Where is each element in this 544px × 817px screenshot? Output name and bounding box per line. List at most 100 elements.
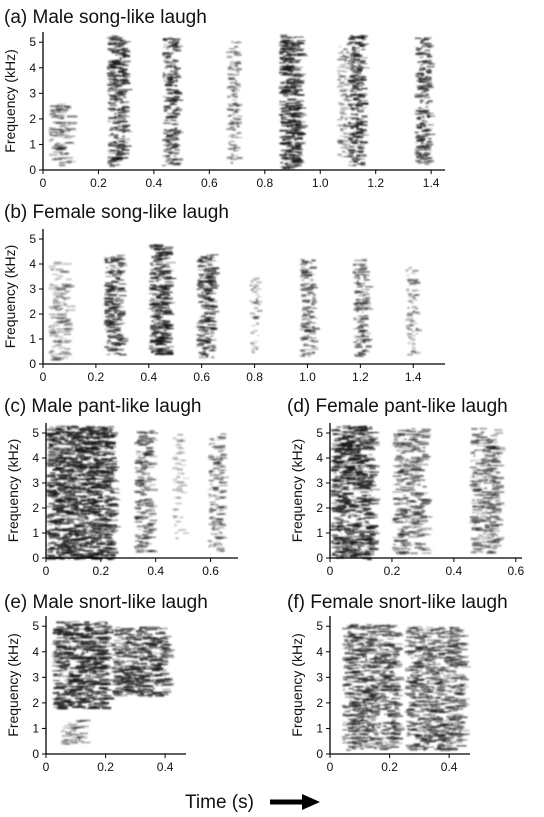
spectral-streak bbox=[58, 434, 67, 437]
spectral-streak bbox=[425, 93, 429, 96]
sound-burst bbox=[278, 34, 308, 170]
spectral-streak bbox=[174, 137, 178, 140]
spectral-streak bbox=[356, 68, 363, 70]
spectral-streak bbox=[141, 537, 149, 540]
spectral-streak bbox=[134, 506, 141, 509]
spectral-streak bbox=[118, 279, 124, 281]
spectral-streak bbox=[158, 244, 164, 247]
spectral-streak bbox=[85, 545, 92, 548]
spectral-streak bbox=[136, 440, 146, 443]
spectral-streak bbox=[176, 46, 180, 48]
spectral-streak bbox=[153, 268, 157, 271]
spectral-streak bbox=[149, 347, 158, 350]
spectral-streak bbox=[416, 139, 421, 142]
spectral-streak bbox=[118, 319, 123, 321]
spectral-streak bbox=[211, 327, 216, 329]
spectral-streak bbox=[146, 447, 153, 450]
spectral-streak bbox=[230, 134, 234, 136]
spectral-streak bbox=[154, 259, 162, 262]
spectral-streak bbox=[418, 78, 426, 80]
spectral-streak bbox=[158, 254, 168, 257]
spectral-streak bbox=[54, 158, 62, 161]
spectral-streak bbox=[50, 105, 59, 107]
spectral-streak bbox=[110, 258, 119, 261]
spectral-streak bbox=[148, 348, 153, 350]
spectral-streak bbox=[74, 506, 79, 508]
spectral-streak bbox=[209, 473, 217, 477]
spectral-streak bbox=[282, 41, 287, 44]
spectral-streak bbox=[347, 482, 356, 485]
spectral-streak bbox=[424, 85, 428, 87]
spectral-streak bbox=[172, 59, 177, 62]
spectral-streak bbox=[342, 536, 351, 538]
spectral-streak bbox=[116, 147, 126, 150]
spectral-streak bbox=[174, 120, 178, 122]
spectral-streak bbox=[172, 489, 178, 491]
sound-burst bbox=[103, 254, 129, 356]
spectral-streak bbox=[364, 446, 373, 449]
spectral-streak bbox=[406, 289, 410, 292]
spectral-streak bbox=[212, 267, 220, 270]
spectral-streak bbox=[219, 484, 228, 487]
spectral-streak bbox=[206, 254, 213, 257]
spectral-streak bbox=[149, 525, 154, 528]
spectral-streak bbox=[360, 427, 364, 429]
spectral-streak bbox=[349, 36, 354, 39]
spectral-streak bbox=[143, 517, 149, 519]
spectral-streak bbox=[87, 552, 95, 555]
spectral-streak bbox=[66, 161, 72, 164]
spectral-streak bbox=[104, 322, 113, 325]
spectral-streak bbox=[107, 37, 117, 39]
spectral-streak bbox=[100, 442, 106, 444]
spectral-streak bbox=[409, 282, 413, 284]
spectral-streak bbox=[121, 91, 125, 94]
spectral-streak bbox=[135, 471, 144, 474]
spectral-streak bbox=[361, 124, 368, 127]
spectral-streak bbox=[52, 507, 64, 511]
spectral-streak bbox=[175, 158, 183, 161]
spectral-streak bbox=[281, 107, 288, 110]
spectral-streak bbox=[290, 122, 294, 125]
spectral-streak bbox=[49, 495, 52, 497]
spectral-streak bbox=[114, 342, 117, 344]
spectral-streak bbox=[119, 79, 129, 82]
spectral-streak bbox=[49, 550, 54, 553]
spectral-streak bbox=[165, 157, 171, 159]
spectral-streak bbox=[428, 76, 432, 79]
spectral-streak bbox=[141, 546, 148, 548]
spectral-streak bbox=[122, 62, 127, 64]
spectral-streak bbox=[359, 329, 366, 332]
spectral-streak bbox=[96, 459, 107, 462]
spectral-streak bbox=[282, 167, 291, 170]
spectral-streak bbox=[104, 261, 113, 264]
spectral-streak bbox=[423, 42, 431, 45]
spectral-streak bbox=[208, 350, 215, 352]
spectral-streak bbox=[110, 492, 120, 494]
spectral-streak bbox=[219, 465, 225, 467]
spectral-streak bbox=[343, 450, 348, 453]
spectral-streak bbox=[108, 307, 111, 310]
spectral-streak bbox=[295, 94, 305, 96]
spectral-streak bbox=[350, 67, 355, 69]
spectral-streak bbox=[53, 478, 57, 480]
sound-burst bbox=[162, 37, 184, 167]
spectral-streak bbox=[343, 59, 348, 61]
spectral-streak bbox=[199, 264, 202, 267]
spectral-streak bbox=[295, 104, 303, 106]
spectral-streak bbox=[69, 550, 78, 552]
spectral-streak bbox=[74, 525, 80, 528]
spectral-streak bbox=[200, 288, 205, 290]
spectral-streak bbox=[64, 491, 75, 494]
spectral-streak bbox=[180, 484, 188, 487]
spectral-streak bbox=[367, 484, 377, 487]
spectral-streak bbox=[175, 146, 178, 148]
spectral-streak bbox=[237, 61, 241, 63]
spectral-streak bbox=[134, 501, 142, 503]
spectral-streak bbox=[409, 337, 415, 340]
spectral-streak bbox=[135, 502, 142, 504]
spectral-streak bbox=[164, 309, 169, 313]
spectral-streak bbox=[67, 548, 72, 550]
spectral-streak bbox=[143, 487, 148, 489]
spectral-streak bbox=[353, 164, 357, 167]
spectral-streak bbox=[110, 260, 118, 263]
